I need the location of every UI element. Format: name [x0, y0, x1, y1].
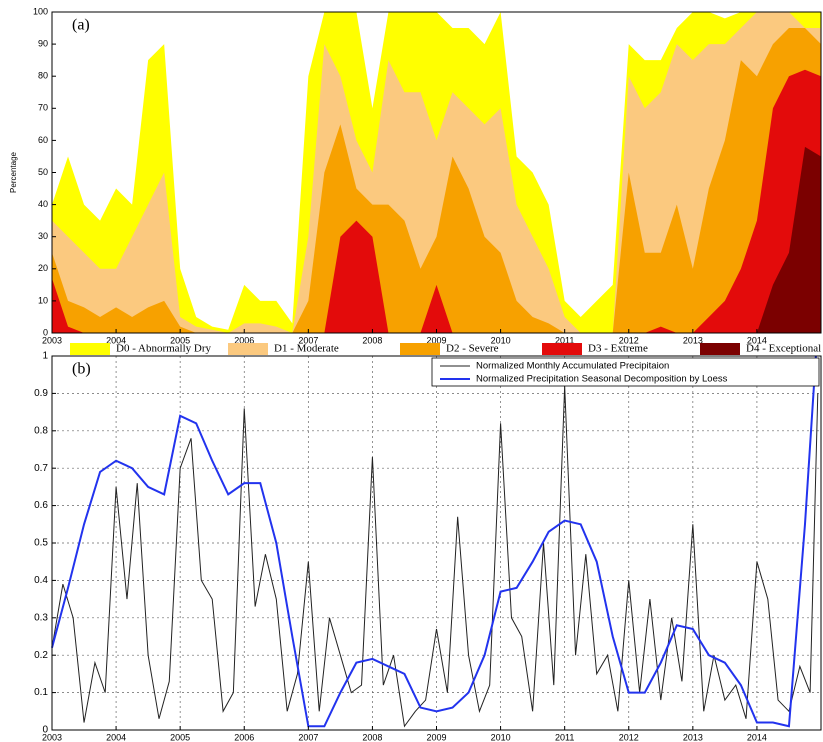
y-tick-label: 0.2	[34, 650, 48, 661]
legend-label: Normalized Monthly Accumulated Precipita…	[476, 361, 669, 372]
x-tick-label: 2012	[619, 335, 639, 345]
legend-swatch	[228, 343, 268, 355]
legend-label: Normalized Precipitation Seasonal Decomp…	[476, 374, 728, 385]
y-tick-label: 0.4	[34, 575, 48, 586]
y-tick-label: 0	[42, 725, 48, 736]
y-tick-label: 80	[38, 71, 48, 81]
line	[51, 385, 819, 728]
x-tick-label: 2006	[234, 335, 254, 345]
area	[52, 69, 821, 333]
y-tick-label: 20	[38, 263, 48, 273]
x-tick-label: 2014	[747, 732, 767, 742]
legend-label: D3 - Extreme	[588, 343, 648, 355]
y-tick-label: 60	[38, 135, 48, 145]
y-tick-label: 30	[38, 231, 48, 241]
x-tick-label: 2012	[619, 732, 639, 742]
legend-swatch	[70, 343, 110, 355]
x-tick-label: 2013	[683, 335, 703, 345]
annotation: (a)	[72, 17, 90, 34]
legend-label: D2 - Severe	[446, 343, 499, 355]
y-tick-label: 1	[42, 351, 48, 362]
legend-label: D1 - Moderate	[274, 343, 339, 355]
legend-label: D4 - Exceptional	[746, 343, 821, 355]
x-tick-label: 2003	[42, 335, 62, 345]
legend-label: D0 - Abnormally Dry	[116, 343, 212, 355]
x-tick-label: 2007	[298, 732, 318, 742]
y-tick-label: 0	[43, 327, 48, 337]
x-tick-label: 2005	[170, 732, 190, 742]
x-tick-label: 2010	[491, 335, 511, 345]
x-tick-label: 2014	[747, 335, 767, 345]
x-tick-label: 2004	[106, 335, 126, 345]
y-tick-label: 50	[38, 167, 48, 177]
x-tick-label: 2004	[106, 732, 126, 742]
y-tick-label: 0.9	[34, 388, 48, 399]
x-tick-label: 2008	[362, 732, 382, 742]
y-tick-label: 40	[38, 199, 48, 209]
x-tick-label: 2005	[170, 335, 190, 345]
area	[52, 28, 821, 334]
legend-swatch	[542, 343, 582, 355]
x-tick-label: 2010	[491, 732, 511, 742]
x-tick-label: 2009	[426, 335, 446, 345]
x-tick-label: 2011	[555, 732, 574, 742]
x-tick-label: 2006	[234, 732, 254, 742]
y-axis-label: Percentage	[9, 151, 18, 192]
y-tick-label: 90	[38, 38, 48, 48]
y-tick-label: 0.3	[34, 612, 48, 623]
x-tick-label: 2011	[555, 335, 574, 345]
legend-swatch	[700, 343, 740, 355]
y-tick-label: 70	[38, 103, 48, 113]
y-tick-label: 0.8	[34, 425, 48, 436]
y-tick-label: 0.7	[34, 463, 48, 474]
x-tick-label: 2007	[298, 335, 318, 345]
x-tick-label: 2003	[42, 732, 62, 742]
y-tick-label: 0.1	[34, 687, 48, 698]
y-tick-label: 0.5	[34, 538, 48, 549]
x-tick-label: 2009	[426, 732, 446, 742]
annotation: (b)	[72, 361, 91, 378]
y-tick-label: 0.6	[34, 500, 48, 511]
x-tick-label: 2008	[362, 335, 382, 345]
y-tick-label: 100	[33, 6, 48, 16]
x-tick-label: 2013	[683, 732, 703, 742]
legend-swatch	[400, 343, 440, 355]
legend-box	[431, 357, 820, 387]
line	[51, 355, 817, 728]
y-tick-label: 10	[38, 295, 48, 305]
